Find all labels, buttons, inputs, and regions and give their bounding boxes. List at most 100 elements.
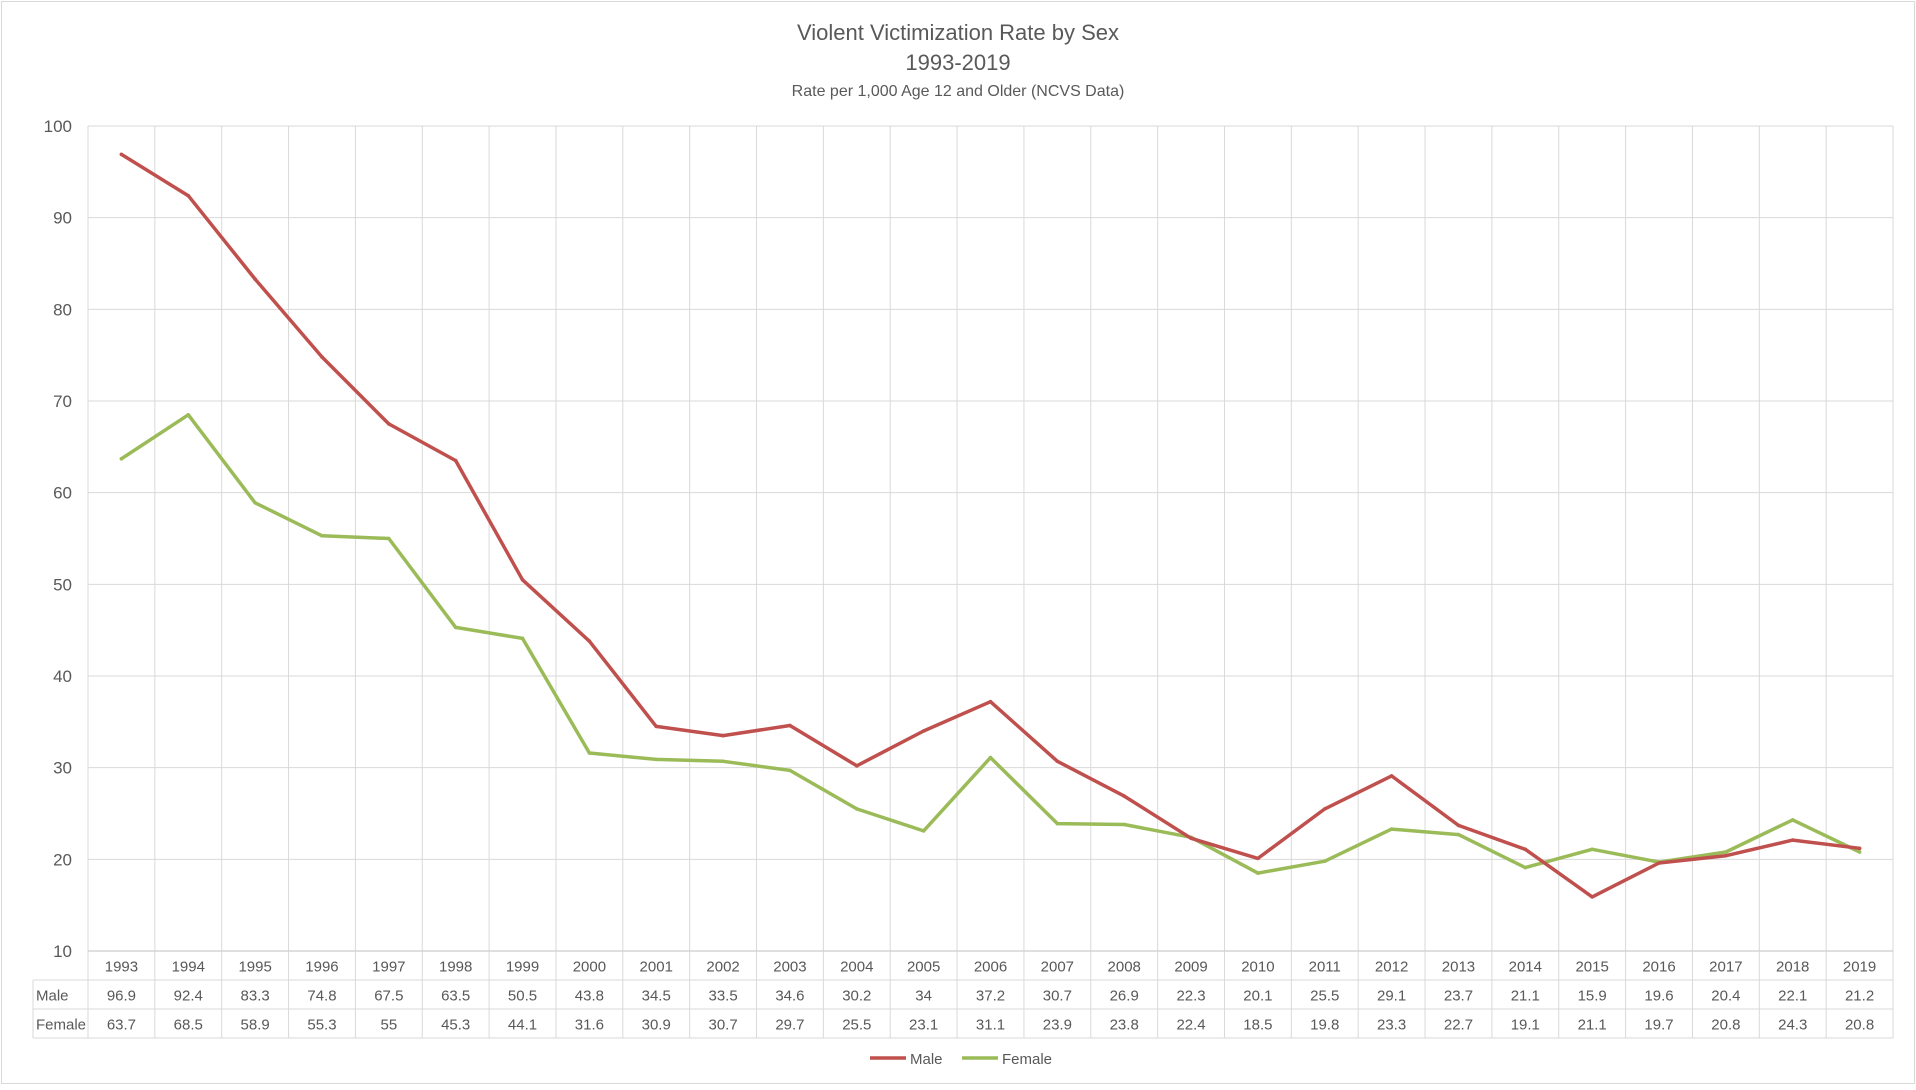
data-table: 1993 1994 1995 1996 1997 1998 1999 2000 2001 2002… xyxy=(32,950,1894,1039)
chart-title-line2: 1993-2019 xyxy=(905,50,1010,75)
x-tick-label: 2013 xyxy=(1442,959,1475,976)
table-cell-value: 19.8 xyxy=(1310,1017,1339,1034)
data-point-female xyxy=(1122,822,1127,827)
table-cell-value: 20.8 xyxy=(1711,1017,1740,1034)
x-tick-label: 2004 xyxy=(840,959,873,976)
x-tick-label: 1997 xyxy=(372,959,405,976)
data-point-male xyxy=(1322,807,1327,811)
table-cell-value: 23.9 xyxy=(1043,1017,1072,1034)
data-point-female xyxy=(1256,871,1260,875)
table-cell-value: 19.1 xyxy=(1511,1017,1540,1034)
data-point-male xyxy=(1523,847,1528,852)
table-cell-value: 55.3 xyxy=(307,1017,336,1034)
data-point-female xyxy=(186,412,191,417)
data-point-female xyxy=(320,533,324,538)
x-tick-label: 2011 xyxy=(1309,959,1341,976)
table-series-label: Female xyxy=(36,1017,86,1034)
table-cell-value: 23.1 xyxy=(909,1017,938,1034)
x-tick-label: 2017 xyxy=(1709,959,1742,976)
data-point-male xyxy=(854,764,859,768)
data-point-female xyxy=(520,636,525,641)
table-cell-value: 96.9 xyxy=(107,988,136,1005)
table-cell-value: 31.6 xyxy=(575,1017,604,1034)
gridlines xyxy=(87,125,1894,951)
x-tick-label: 2007 xyxy=(1041,959,1074,976)
table-cell-value: 31.1 xyxy=(976,1017,1005,1034)
data-point-male xyxy=(1790,838,1795,842)
y-tick-label: 30 xyxy=(53,759,72,778)
data-point-male xyxy=(1724,853,1728,858)
table-cell-value: 19.6 xyxy=(1644,988,1673,1005)
table-cell-value: 30.2 xyxy=(842,988,871,1005)
data-point-female xyxy=(1724,850,1728,854)
table-cell-value: 21.1 xyxy=(1511,988,1540,1005)
x-tick-label: 2003 xyxy=(773,959,806,976)
table-cell-value: 23.7 xyxy=(1444,988,1473,1005)
data-point-male xyxy=(253,277,257,281)
table-cell-value: 22.7 xyxy=(1444,1017,1473,1034)
data-point-male xyxy=(119,152,124,157)
data-point-female xyxy=(1389,827,1394,831)
data-point-female xyxy=(1523,865,1528,870)
table-cell-value: 58.9 xyxy=(241,1017,270,1034)
x-tick-label: 1995 xyxy=(238,959,271,976)
x-tick-label: 1994 xyxy=(172,959,205,976)
table-cell-value: 22.4 xyxy=(1176,1017,1205,1034)
y-tick-label: 20 xyxy=(53,850,72,869)
data-point-male xyxy=(1122,794,1127,798)
table-cell-value: 34.6 xyxy=(775,988,804,1005)
table-cell-value: 68.5 xyxy=(174,1017,203,1034)
data-point-male xyxy=(788,723,792,728)
table-cell-value: 20.1 xyxy=(1243,988,1272,1005)
table-cell-value: 26.9 xyxy=(1110,988,1139,1005)
data-point-female xyxy=(253,500,257,505)
data-point-female xyxy=(788,768,792,773)
table-cell-value: 83.3 xyxy=(241,988,270,1005)
table-cell-value: 74.8 xyxy=(307,988,336,1005)
data-point-male xyxy=(453,458,458,463)
table-cell-value: 33.5 xyxy=(708,988,737,1005)
data-point-male xyxy=(1456,823,1461,828)
data-point-female xyxy=(387,536,391,541)
y-tick-label: 90 xyxy=(53,209,72,228)
table-cell-value: 30.7 xyxy=(1043,988,1072,1005)
y-tick-label: 50 xyxy=(53,575,72,594)
data-point-female xyxy=(1590,847,1594,852)
data-point-male xyxy=(921,729,926,733)
data-point-male xyxy=(1055,759,1060,764)
x-tick-label: 1993 xyxy=(105,959,138,976)
data-point-male xyxy=(1189,836,1193,841)
x-tick-label: 2008 xyxy=(1108,959,1141,976)
data-point-female xyxy=(453,625,458,630)
series-lines xyxy=(119,152,1862,899)
table-cell-value: 34.5 xyxy=(642,988,671,1005)
x-tick-label: 2005 xyxy=(907,959,940,976)
table-cell-value: 22.3 xyxy=(1176,988,1205,1005)
data-point-male xyxy=(520,577,525,582)
legend: Male Female xyxy=(870,1051,1052,1068)
data-point-male xyxy=(1657,861,1661,865)
x-tick-label: 2018 xyxy=(1776,959,1809,976)
table-cell-value: 18.5 xyxy=(1243,1017,1272,1034)
table-cell-value: 30.9 xyxy=(642,1017,671,1034)
table-series-label: Male xyxy=(36,988,69,1005)
x-tick-label: 2009 xyxy=(1174,959,1207,976)
table-cell-value: 25.5 xyxy=(842,1017,871,1034)
data-point-female xyxy=(1857,850,1862,854)
data-point-male xyxy=(1256,856,1260,861)
table-cell-value: 44.1 xyxy=(508,1017,537,1034)
table-cell-value: 15.9 xyxy=(1578,988,1607,1005)
y-tick-label: 60 xyxy=(53,484,72,503)
data-point-female xyxy=(1322,859,1327,863)
table-cell-value: 50.5 xyxy=(508,988,537,1005)
chart-title: Violent Victimization Rate by Sex xyxy=(797,20,1119,45)
x-tick-label: 1999 xyxy=(506,959,539,976)
table-cell-value: 37.2 xyxy=(976,988,1005,1005)
data-point-male xyxy=(1590,895,1594,899)
data-point-male xyxy=(1389,774,1394,778)
table-cell-value: 25.5 xyxy=(1310,988,1339,1005)
x-tick-label: 2016 xyxy=(1642,959,1675,976)
data-point-female xyxy=(587,751,592,755)
data-point-male xyxy=(988,699,993,704)
